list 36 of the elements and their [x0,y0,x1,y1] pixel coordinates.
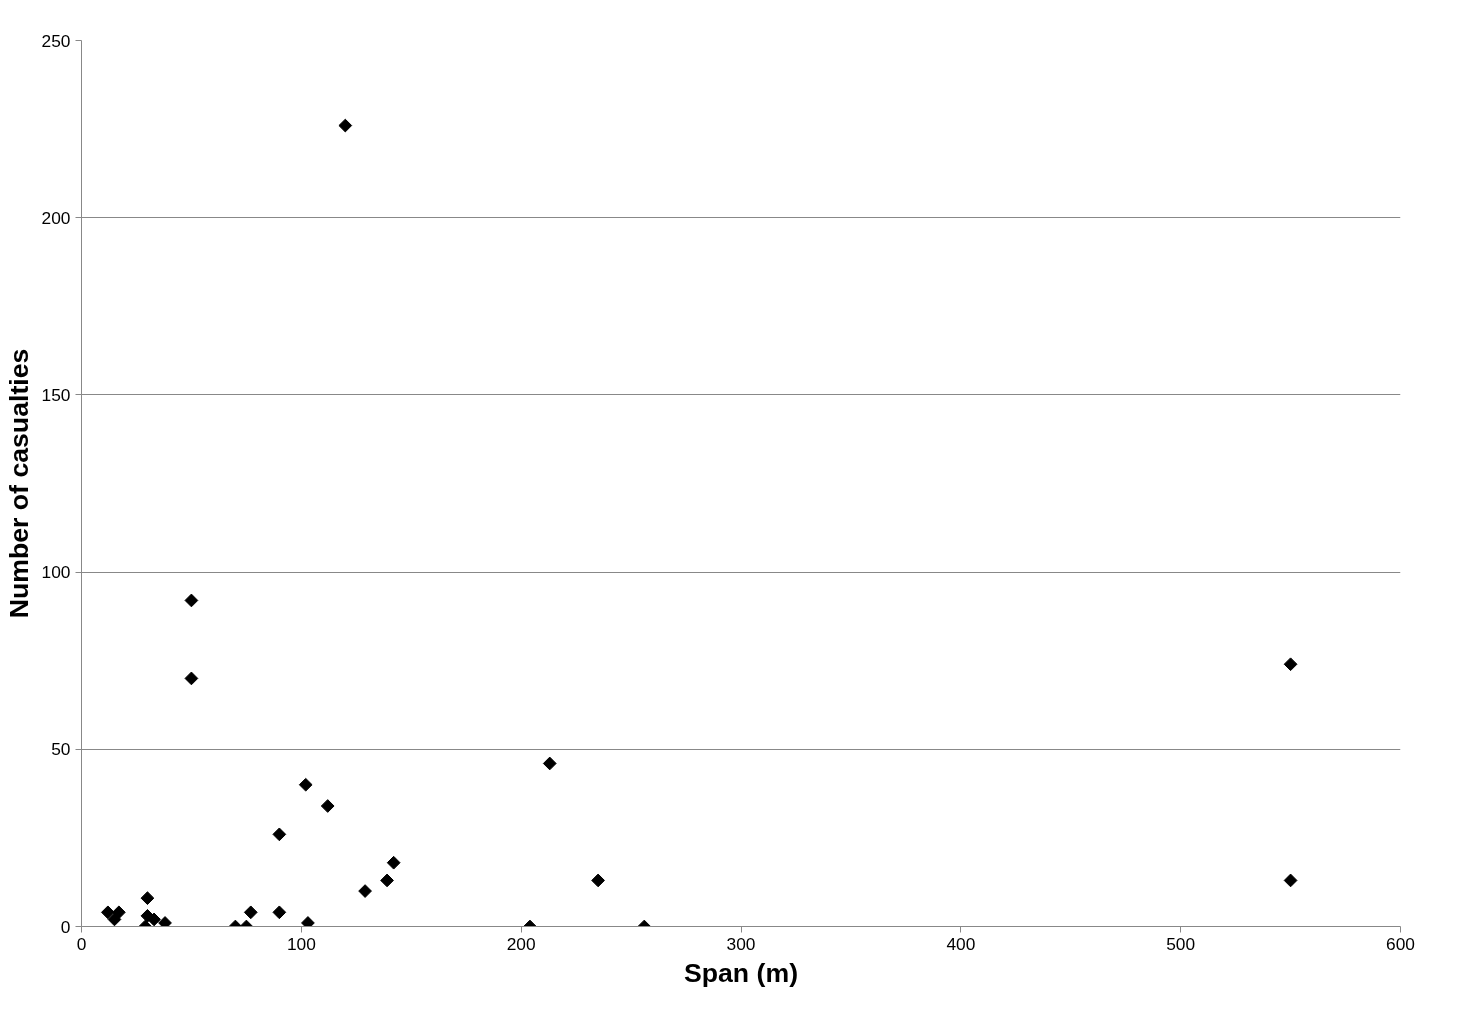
x-tick-label: 400 [946,933,976,954]
point [301,916,315,927]
x-tick-label: 500 [1166,933,1196,954]
x-tick-label: 200 [506,933,536,954]
x-axis-title: Span (m) [683,957,799,988]
point [272,905,287,920]
y-tick-label: 50 [51,739,71,760]
point [243,905,258,920]
y-tick-label: 200 [41,207,71,228]
point [184,671,199,686]
y-tick-label: 100 [41,562,71,583]
x-tick-label: 600 [1386,933,1415,954]
point [140,891,155,906]
x-tick-label: 300 [726,933,756,954]
point [1283,873,1298,888]
y-tick-label: 250 [41,30,71,51]
x-tick-label: 0 [76,933,87,954]
point [184,593,199,608]
y-tick-label: 150 [41,384,71,405]
point [358,884,372,898]
point [1283,657,1298,672]
point [320,799,335,813]
y-tick-label: 0 [60,916,71,937]
x-tick-label: 100 [286,933,316,954]
point [112,905,126,920]
point [147,912,161,927]
y-axis-title: Number of casualties [3,348,34,619]
point [272,827,287,842]
point [101,905,115,920]
point [158,916,172,927]
point [386,855,401,870]
point [542,756,557,771]
point [591,873,605,888]
point [338,118,353,133]
point [298,777,313,792]
point [380,873,394,888]
